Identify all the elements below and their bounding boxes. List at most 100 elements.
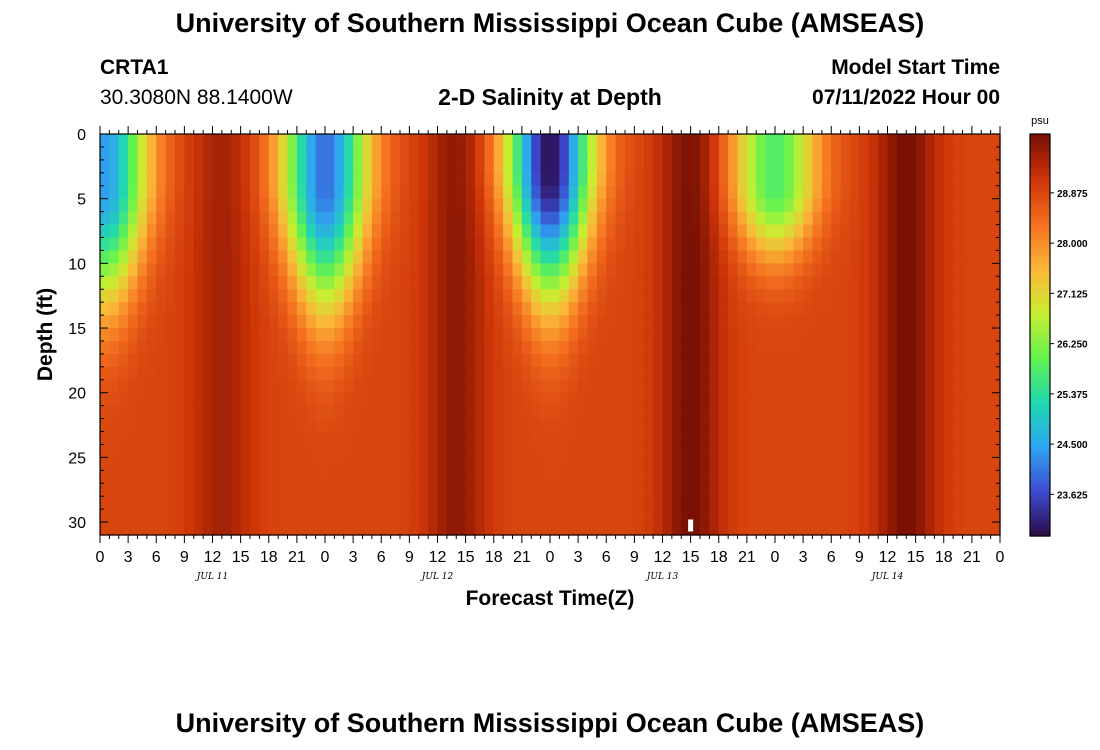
heatmap-cell: [878, 302, 889, 316]
heatmap-cell: [718, 185, 729, 200]
colorbar-segment: [1030, 455, 1050, 460]
colorbar-segment: [1030, 513, 1050, 517]
heatmap-cell: [728, 418, 739, 433]
heatmap-cell: [156, 146, 167, 161]
colorbar-segment: [1030, 369, 1050, 373]
heatmap-cell: [381, 496, 392, 510]
heatmap-cell: [156, 405, 167, 420]
heatmap-cell: [296, 211, 307, 226]
heatmap-cell: [662, 276, 673, 290]
heatmap-cell: [906, 418, 917, 433]
heatmap-cell: [512, 250, 523, 264]
heatmap-cell: [578, 366, 589, 381]
heatmap-cell: [475, 276, 485, 290]
heatmap-cell: [765, 237, 776, 252]
heatmap-cell: [643, 263, 654, 277]
heatmap-cell: [831, 379, 842, 394]
heatmap-cell: [915, 289, 926, 303]
x-tick-label: 3: [574, 549, 583, 566]
heatmap-cell: [662, 224, 673, 239]
heatmap-cell: [128, 509, 139, 523]
heatmap-cell: [521, 418, 532, 433]
heatmap-cell: [165, 134, 176, 148]
heatmap-cell: [775, 172, 785, 187]
heatmap-cell: [184, 198, 195, 213]
heatmap-cell: [803, 211, 814, 226]
colorbar-segment: [1030, 174, 1050, 178]
heatmap-cell: [203, 470, 214, 484]
heatmap-cell: [587, 134, 598, 148]
heatmap-cell: [146, 366, 157, 381]
heatmap-cell: [878, 211, 889, 226]
heatmap-cell: [559, 224, 570, 239]
heatmap-cell: [596, 418, 607, 433]
heatmap-cell: [746, 483, 757, 497]
heatmap-cell: [390, 172, 401, 187]
heatmap-cell: [109, 302, 120, 316]
heatmap-cell: [943, 366, 954, 381]
heatmap-cell: [615, 392, 626, 407]
heatmap-cell: [175, 431, 185, 446]
heatmap-cell: [587, 379, 598, 394]
heatmap-cell: [362, 198, 373, 213]
heatmap-cell: [868, 250, 879, 264]
colorbar-segment: [1030, 383, 1050, 388]
heatmap-cell: [146, 159, 157, 174]
heatmap-cell: [812, 509, 823, 523]
heatmap-cell: [353, 483, 364, 497]
heatmap-cell: [568, 379, 579, 394]
heatmap-cell: [109, 353, 120, 368]
heatmap-cell: [521, 353, 532, 368]
heatmap-cell: [306, 146, 317, 161]
heatmap-cell: [315, 405, 326, 420]
heatmap-cell: [596, 185, 607, 200]
heatmap-cell: [306, 418, 317, 433]
heatmap-cell: [746, 353, 757, 368]
heatmap-cell: [465, 328, 476, 342]
heatmap-cell: [850, 328, 860, 342]
heatmap-cell: [868, 353, 879, 368]
heatmap-cell: [390, 418, 401, 433]
heatmap-cell: [925, 405, 935, 420]
heatmap-cell: [971, 366, 982, 381]
heatmap-cell: [287, 457, 298, 471]
heatmap-cell: [943, 134, 954, 148]
heatmap-cell: [465, 379, 476, 394]
heatmap-cell: [306, 185, 317, 200]
heatmap-cell: [756, 276, 767, 290]
heatmap-cell: [550, 483, 560, 497]
heatmap-cell: [700, 328, 710, 342]
heatmap-cell: [428, 522, 439, 536]
heatmap-cell: [606, 483, 617, 497]
heatmap-grid: [100, 134, 1001, 536]
heatmap-cell: [512, 418, 523, 433]
heatmap-cell: [953, 457, 964, 471]
heatmap-cell: [456, 522, 467, 536]
heatmap-cell: [503, 237, 514, 252]
heatmap-cell: [156, 522, 167, 536]
heatmap-cell: [859, 224, 870, 239]
heatmap-cell: [756, 483, 767, 497]
heatmap-cell: [859, 263, 870, 277]
heatmap-cell: [418, 405, 429, 420]
heatmap-cell: [709, 457, 720, 471]
heatmap-cell: [184, 159, 195, 174]
heatmap-cell: [325, 198, 335, 213]
heatmap-cell: [259, 405, 270, 420]
colorbar-segment: [1030, 320, 1050, 325]
heatmap-cell: [728, 224, 739, 239]
heatmap-cell: [709, 431, 720, 446]
heatmap-cell: [840, 172, 851, 187]
colorbar-segment: [1030, 521, 1050, 526]
heatmap-cell: [568, 302, 579, 316]
colorbar-segment: [1030, 429, 1050, 434]
colorbar-tick-label: 25.375: [1057, 390, 1088, 401]
heatmap-cell: [475, 146, 485, 161]
heatmap-cell: [850, 470, 860, 484]
heatmap-cell: [315, 315, 326, 329]
heatmap-cell: [203, 224, 214, 239]
heatmap-cell: [634, 211, 645, 226]
heatmap-cell: [306, 392, 317, 407]
heatmap-cell: [934, 470, 945, 484]
heatmap-cell: [362, 224, 373, 239]
